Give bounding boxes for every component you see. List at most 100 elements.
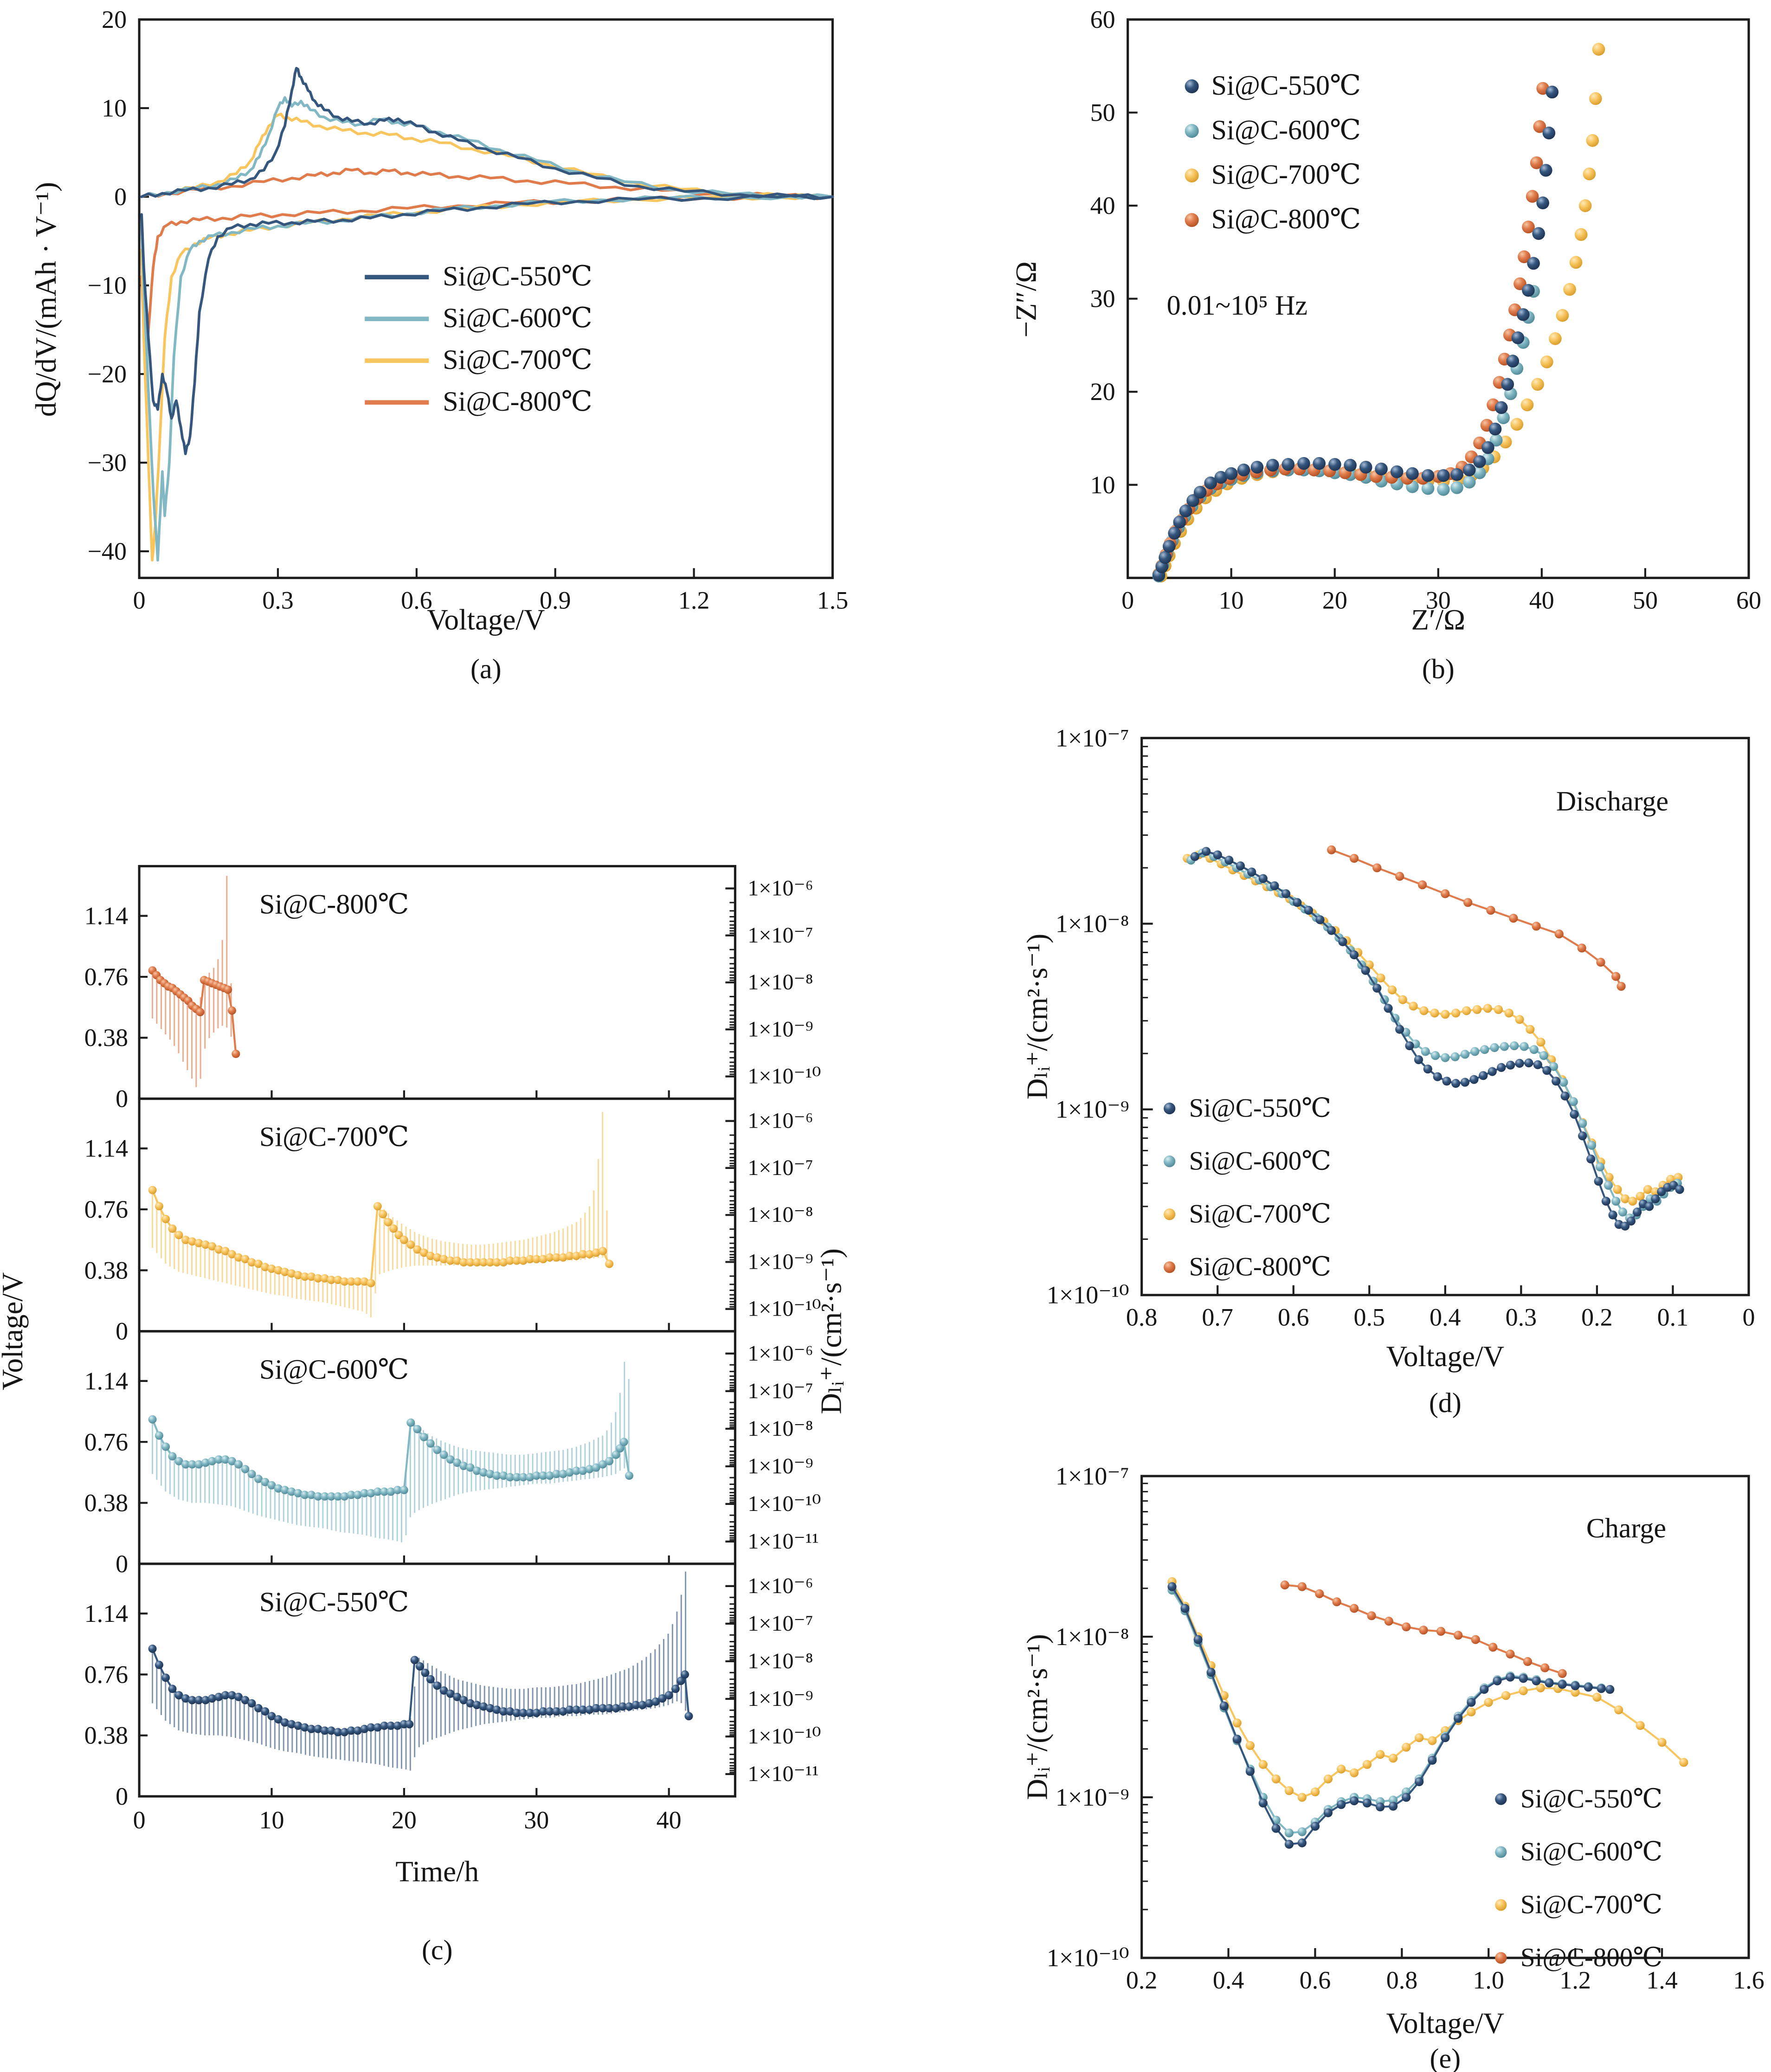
x-tick-label: 0.7: [1202, 1304, 1233, 1331]
x-tick-label: 0.5: [1354, 1304, 1385, 1331]
y-tick-label: 30: [1090, 285, 1115, 313]
x-tick-label: 0.6: [1278, 1304, 1309, 1331]
x-tick-label: 30: [1426, 586, 1451, 614]
legend-label: Si@C-800℃: [443, 386, 592, 417]
legend-label: Si@C-600℃: [1520, 1837, 1662, 1866]
x-tick-label: 0.6: [401, 586, 432, 614]
dli-tick-label: 1×10⁻⁷: [747, 923, 813, 948]
dli-tick-label: 1×10⁻⁶: [747, 1109, 813, 1133]
dli-tick-label: 1×10⁻¹⁰: [747, 1297, 821, 1321]
dli-tick-label: 1×10⁻⁸: [747, 1202, 813, 1227]
legend-label: Si@C-550℃: [443, 261, 592, 291]
voltage-tick-label: 0: [116, 1085, 128, 1113]
x-tick-label: 0: [1121, 586, 1134, 614]
y-tick-label: 1×10⁻¹⁰: [1047, 1281, 1129, 1309]
panel-c-caption: (c): [422, 1935, 453, 1965]
voltage-tick-label: 1.14: [84, 1367, 128, 1395]
x-tick-label: 0: [133, 586, 146, 614]
voltage-tick-label: 0.76: [84, 1660, 128, 1688]
voltage-tick-label: 0.38: [84, 1256, 128, 1284]
dli-tick-label: 1×10⁻⁹: [747, 1686, 813, 1711]
panel-c-ylabel-right: Dₗᵢ⁺/(cm²·s⁻¹): [815, 1248, 847, 1414]
legend-label: Si@C-800℃: [1189, 1252, 1331, 1282]
y-tick-label: −40: [88, 537, 127, 565]
dli-tick-label: 1×10⁻⁷: [747, 1155, 813, 1180]
panel-d-annotation: Discharge: [1556, 786, 1668, 816]
dli-tick-label: 1×10⁻¹⁰: [747, 1491, 821, 1516]
panel-e-caption: (e): [1430, 2043, 1461, 2072]
panel-a-ylabel: dQ/dV/(mAh · V⁻¹): [30, 182, 62, 417]
legend-label: Si@C-700℃: [1211, 159, 1361, 190]
x-tick-label: 0.3: [262, 586, 294, 614]
x-tick-label: 0.4: [1430, 1304, 1461, 1331]
y-tick-label: 10: [102, 94, 127, 122]
panel-b-ylabel: −Z″/Ω: [1010, 261, 1043, 338]
y-tick-label: 50: [1090, 98, 1115, 126]
voltage-tick-label: 0.76: [84, 963, 128, 991]
panel-e-xlabel: Voltage/V: [1386, 2007, 1504, 2040]
y-tick-label: 60: [1090, 6, 1115, 33]
dli-tick-label: 1×10⁻⁹: [747, 1454, 813, 1478]
legend-label: Si@C-600℃: [1211, 115, 1361, 145]
x-tick-label: 40: [657, 1806, 682, 1834]
y-tick-label: 40: [1090, 192, 1115, 219]
dli-tick-label: 1×10⁻⁸: [747, 1649, 813, 1673]
dli-tick-label: 1×10⁻⁸: [747, 1416, 813, 1441]
y-tick-label: 10: [1090, 471, 1115, 499]
x-tick-label: 20: [392, 1806, 417, 1834]
voltage-tick-label: 1.14: [84, 1600, 128, 1627]
legend-label: Si@C-600℃: [443, 303, 592, 333]
y-tick-label: 1×10⁻⁷: [1056, 724, 1129, 752]
y-tick-label: −30: [88, 449, 127, 477]
x-tick-label: 0.2: [1126, 1966, 1158, 1994]
legend-label: Si@C-800℃: [1211, 204, 1361, 234]
panel-b-nyquist: 0 10 20 30 40 50 60 10 20 30 40 50 60 Si@C-550℃ Si@C-6…: [1090, 6, 1761, 614]
panel-title: Si@C-600℃: [259, 1354, 409, 1385]
y-tick-label: 1×10⁻⁷: [1056, 1462, 1129, 1490]
legend-label: Si@C-800℃: [1520, 1943, 1662, 1972]
x-tick-label: 1.4: [1646, 1966, 1678, 1994]
dli-tick-label: 1×10⁻⁶: [747, 1341, 813, 1366]
panel-d-caption: (d): [1429, 1388, 1462, 1418]
x-tick-label: 30: [524, 1806, 549, 1834]
dli-tick-label: 1×10⁻¹¹: [747, 1762, 818, 1786]
x-tick-label: 0.2: [1581, 1304, 1612, 1331]
dli-tick-label: 1×10⁻⁸: [747, 970, 813, 994]
y-tick-label: −10: [88, 271, 127, 299]
y-tick-label: 1×10⁻¹⁰: [1047, 1944, 1129, 1972]
voltage-tick-label: 0.76: [84, 1428, 128, 1456]
x-tick-label: 0.8: [1126, 1304, 1158, 1331]
legend-label: Si@C-700℃: [443, 344, 592, 375]
y-tick-label: 1×10⁻⁹: [1056, 1783, 1129, 1811]
y-tick-label: 1×10⁻⁸: [1056, 910, 1129, 937]
y-tick-label: −20: [88, 360, 127, 388]
voltage-tick-label: 0: [116, 1317, 128, 1345]
x-tick-label: 40: [1529, 586, 1554, 614]
x-tick-label: 1.2: [1559, 1966, 1591, 1994]
legend-label: Si@C-600℃: [1189, 1147, 1331, 1176]
dli-tick-label: 1×10⁻⁷: [747, 1379, 813, 1403]
x-tick-label: 1.5: [817, 586, 849, 614]
panel-title: Si@C-550℃: [259, 1587, 409, 1617]
legend-label: Si@C-700℃: [1520, 1890, 1662, 1919]
voltage-tick-label: 0.76: [84, 1195, 128, 1223]
y-tick-label: 20: [1090, 378, 1115, 406]
panel-c-ylabel-left: Voltage/V: [0, 1272, 29, 1390]
voltage-tick-label: 0.38: [84, 1722, 128, 1749]
panel-b-xlabel: Z′/Ω: [1411, 603, 1466, 636]
x-tick-label: 0.9: [540, 586, 571, 614]
panel-e-dli-charge: 0.2 0.4 0.6 0.8 1.0 1.2 1.4 1.6 1×10⁻⁷ 1×10⁻⁸ 1×10…: [1047, 1462, 1765, 1994]
x-tick-label: 0.4: [1213, 1966, 1244, 1994]
panel-d-dli-discharge: 0.8 0.7 0.6 0.5 0.4 0.3 0.2 0.1 0 1×10⁻⁷ 1×10⁻⁸ 1×1…: [1047, 724, 1755, 1331]
dli-tick-label: 1×10⁻⁷: [747, 1611, 813, 1636]
dli-tick-label: 1×10⁻⁹: [747, 1017, 813, 1041]
y-tick-label: 1×10⁻⁸: [1056, 1623, 1129, 1651]
dli-tick-label: 1×10⁻⁹: [747, 1250, 813, 1274]
voltage-tick-label: 0.38: [84, 1024, 128, 1052]
panel-title: Si@C-700℃: [259, 1122, 409, 1152]
x-tick-label: 0.8: [1386, 1966, 1418, 1994]
legend-label: Si@C-550℃: [1520, 1784, 1662, 1814]
panel-c-xlabel: Time/h: [395, 1855, 479, 1888]
panel-b-caption: (b): [1422, 653, 1455, 684]
